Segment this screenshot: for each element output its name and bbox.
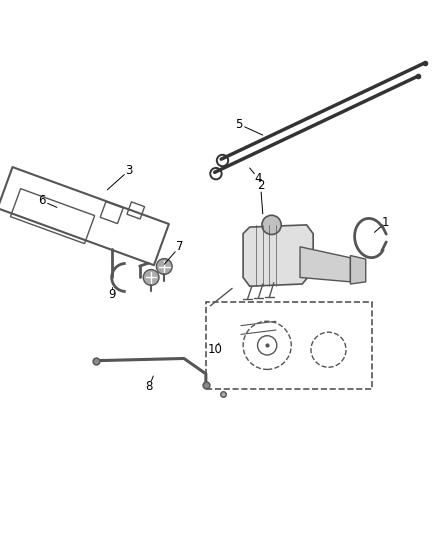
Polygon shape [243, 225, 313, 286]
Text: 8: 8 [145, 381, 152, 393]
Polygon shape [350, 255, 366, 284]
Text: 3: 3 [126, 164, 133, 176]
Text: 4: 4 [254, 172, 262, 185]
Text: 9: 9 [108, 288, 116, 302]
Circle shape [143, 270, 159, 285]
Polygon shape [300, 247, 350, 282]
Text: 7: 7 [176, 240, 184, 253]
Circle shape [262, 215, 281, 235]
Text: 1: 1 [381, 216, 389, 229]
Text: 10: 10 [207, 343, 222, 356]
Text: 6: 6 [38, 195, 46, 207]
Text: 5: 5 [235, 118, 242, 131]
Text: 2: 2 [257, 179, 265, 192]
Circle shape [156, 259, 172, 274]
